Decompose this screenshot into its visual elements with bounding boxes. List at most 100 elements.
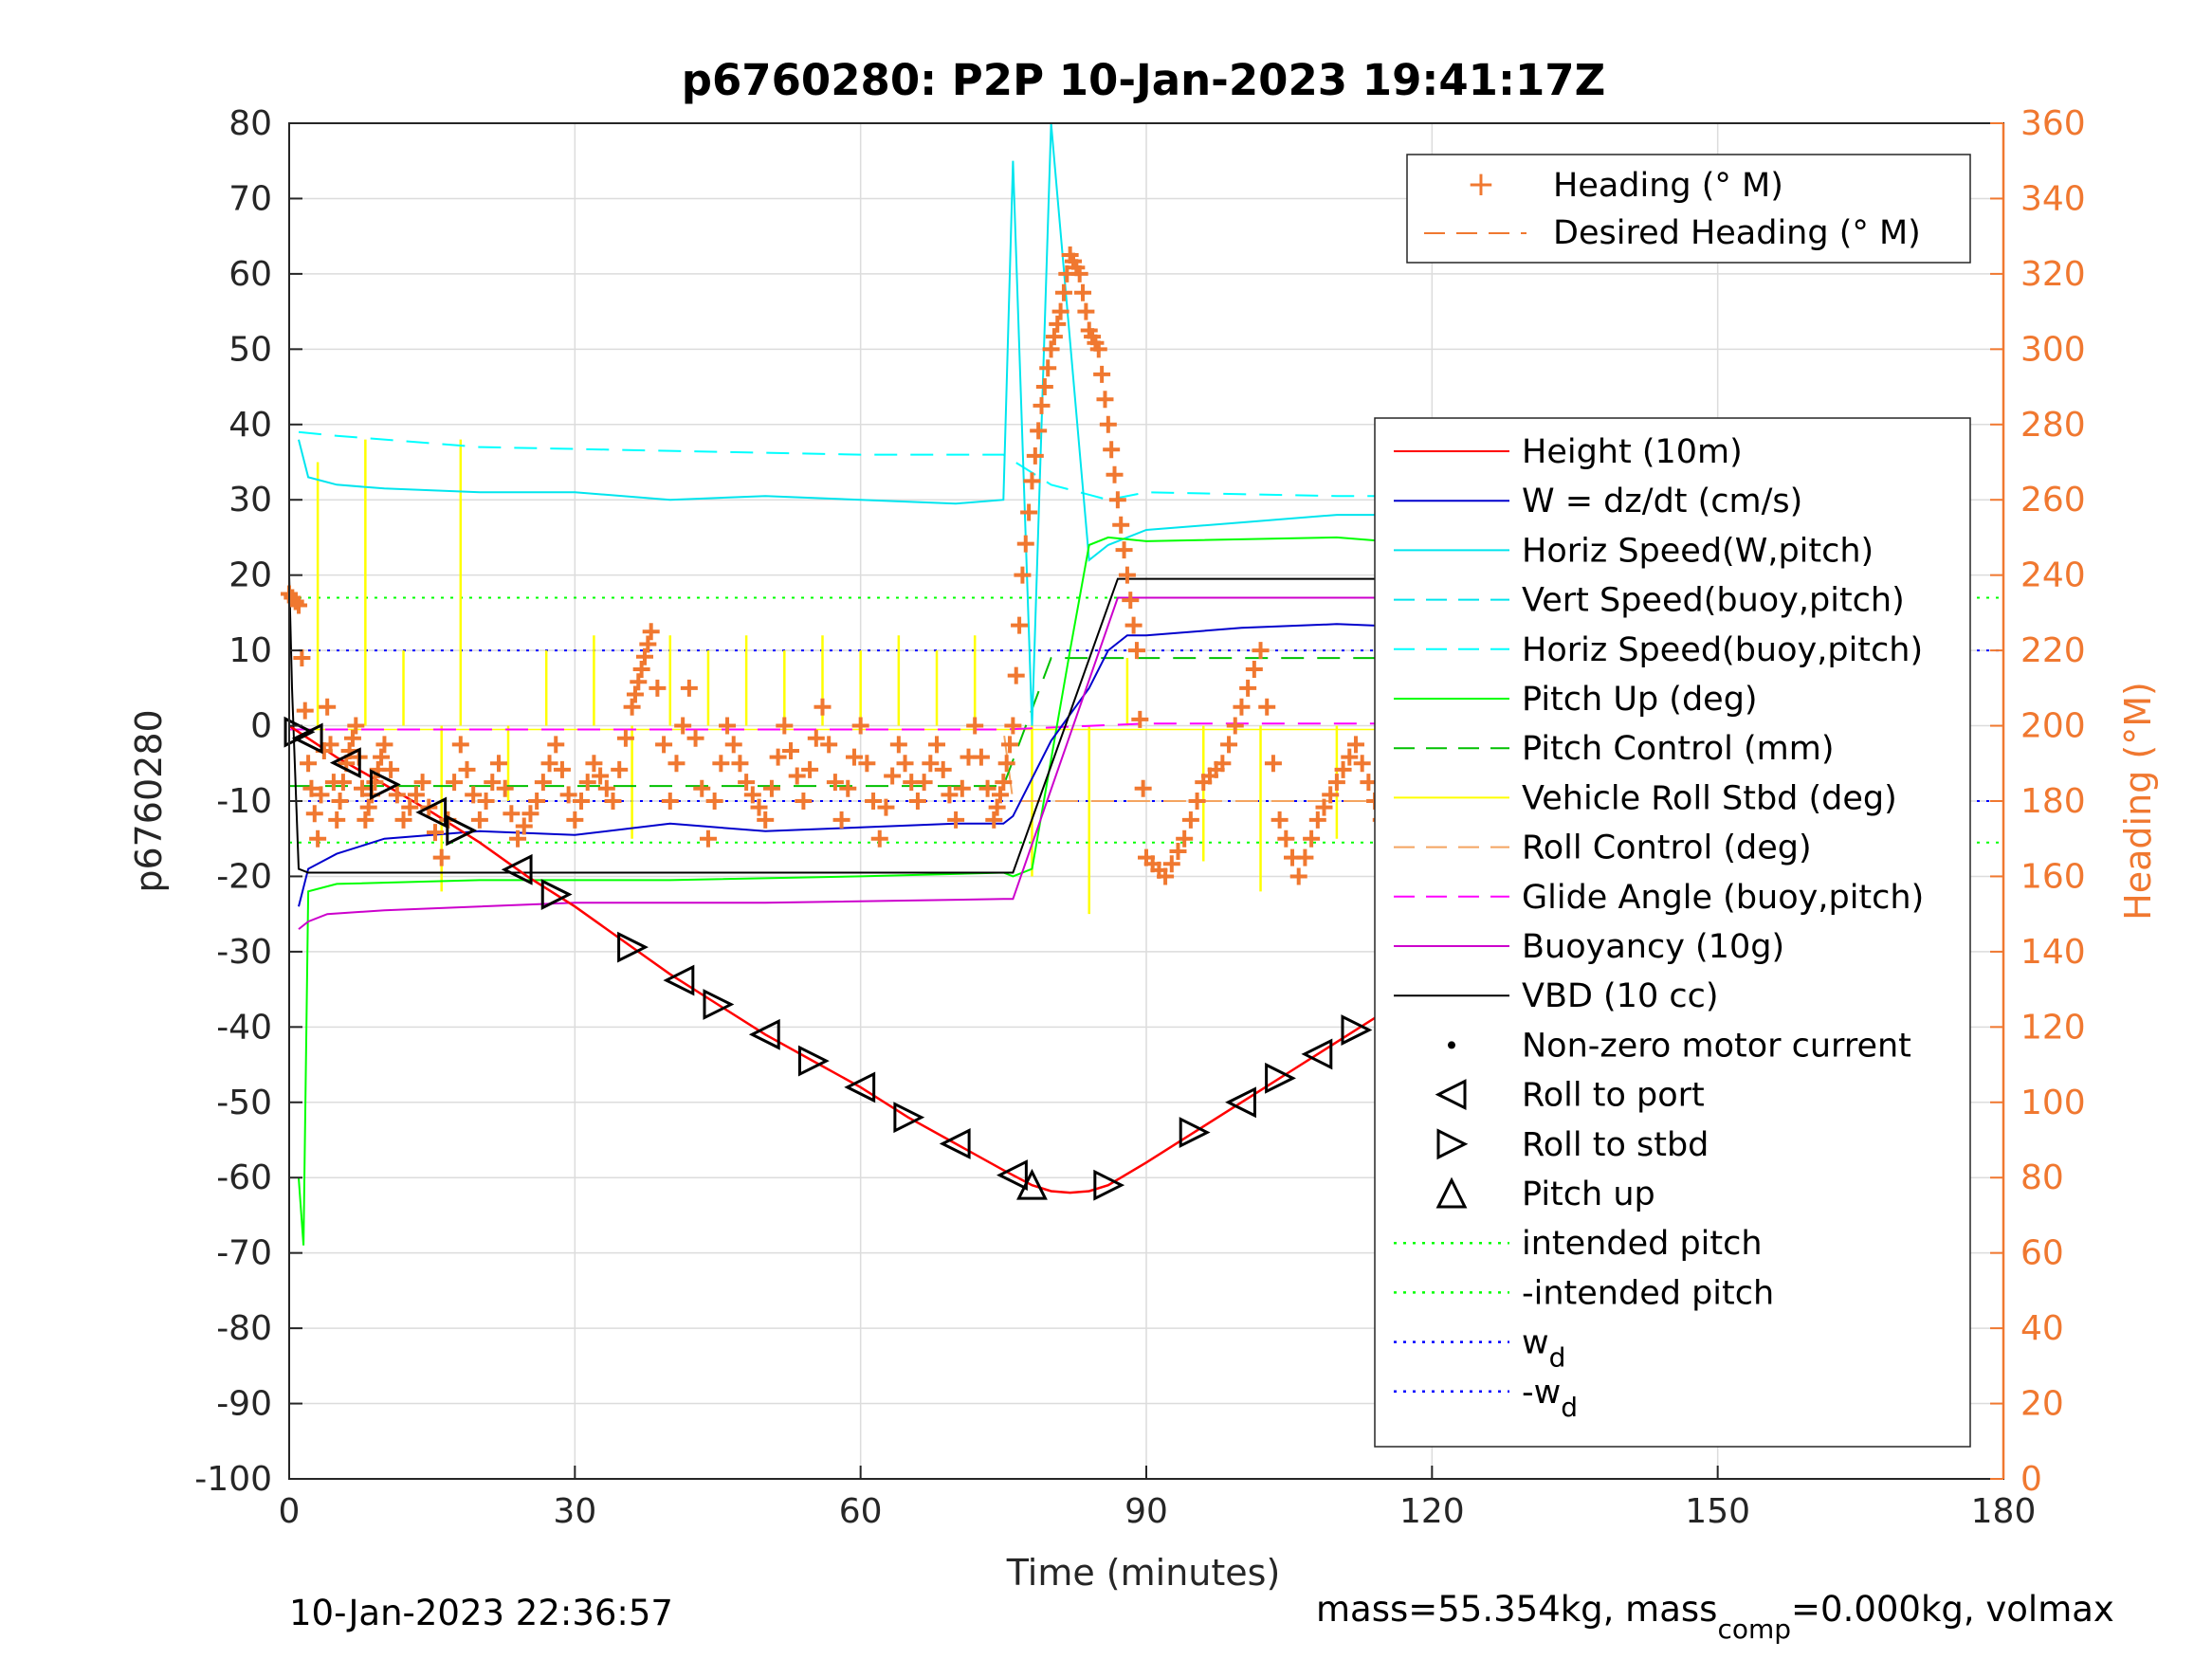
heading-marker (1353, 755, 1371, 773)
heading-marker (1035, 378, 1053, 396)
heading-marker (934, 760, 952, 778)
heading-marker (1122, 592, 1140, 610)
heading-marker (1004, 717, 1022, 735)
heading-marker (632, 660, 650, 678)
heading-marker (655, 736, 673, 754)
y-right-tick-label: 80 (2020, 1158, 2064, 1197)
heading-marker (623, 698, 641, 716)
heading-marker (446, 774, 464, 792)
heading-marker (366, 774, 384, 792)
heading-marker (626, 685, 644, 703)
heading-marker (1039, 359, 1057, 377)
heading-marker (1016, 535, 1034, 553)
roll-port-marker (748, 1018, 780, 1050)
roll-port-marker (939, 1128, 971, 1159)
heading-marker (1277, 830, 1295, 848)
heading-marker (762, 779, 780, 797)
heading-marker (1252, 642, 1270, 660)
heading-marker (1045, 328, 1063, 346)
heading-marker (432, 848, 450, 866)
heading-marker (592, 767, 610, 785)
roll-port-marker (501, 853, 533, 885)
heading-marker (712, 755, 730, 773)
heading-marker (674, 717, 692, 735)
heading-marker (788, 767, 806, 785)
heading-marker (290, 596, 308, 614)
heading-marker (997, 755, 1015, 773)
heading-marker (1226, 717, 1244, 735)
y-tick-label: 70 (229, 179, 272, 218)
heading-marker (769, 748, 787, 766)
heading-marker (343, 729, 361, 747)
legend-heading-marker: + (1467, 165, 1495, 204)
heading-marker (1112, 516, 1130, 534)
legend-item-16-label: intended pitch (1522, 1225, 1763, 1263)
legend-item-5-label-main: Pitch Up (deg) (1522, 681, 1758, 719)
heading-marker (928, 736, 946, 754)
legend-item-1-label-main: W = dz/dt (cm/s) (1522, 483, 1802, 520)
y-right-tick-label: 340 (2020, 179, 2086, 218)
heading-marker (611, 760, 629, 778)
heading-marker (693, 779, 711, 797)
heading-marker (782, 742, 800, 760)
y-right-tick-label: 180 (2020, 782, 2086, 821)
heading-marker (1220, 736, 1238, 754)
legend-item-19-label: -wd (1522, 1374, 1578, 1423)
heading-marker (1007, 666, 1025, 684)
heading-marker (573, 793, 591, 810)
heading-marker (1118, 566, 1136, 584)
heading-marker (953, 779, 971, 797)
legend-item-5-label: Pitch Up (deg) (1522, 681, 1758, 719)
y-tick-label: 40 (229, 406, 272, 445)
heading-marker (521, 805, 539, 823)
heading-marker (839, 779, 857, 797)
heading-marker (293, 649, 311, 667)
roll-port-marker (996, 1159, 1028, 1191)
legend-item-7-label-main: Vehicle Roll Stbd (deg) (1522, 779, 1897, 817)
legend-item-17-label-main: -intended pitch (1522, 1274, 1774, 1312)
heading-marker (604, 793, 622, 810)
heading-marker (1115, 541, 1133, 559)
y-tick-label: -20 (216, 857, 272, 896)
heading-marker (795, 793, 813, 810)
heading-marker (388, 786, 406, 804)
heading-marker (1124, 616, 1143, 634)
legend-item-13-swatch (1435, 1079, 1467, 1111)
y-right-tick-label: 20 (2020, 1385, 2064, 1424)
heading-marker (724, 736, 742, 754)
heading-marker (1030, 422, 1048, 440)
heading-marker (509, 830, 527, 848)
heading-marker (750, 798, 768, 816)
heading-marker (908, 793, 926, 810)
heading-marker (757, 811, 775, 829)
heading-marker (686, 729, 704, 747)
legend-main: Height (10m) W = dz/dt (cm/s) Horiz Speed(… (1374, 417, 1971, 1448)
legend-item-2-label: Horiz Speed(W,pitch) (1522, 532, 1874, 570)
footer-mass-a: mass=55.354kg, mass (1316, 1589, 1717, 1630)
heading-marker (995, 774, 1013, 792)
footer-mass: mass=55.354kg, masscomp=0.000kg, volmax (1316, 1589, 2114, 1645)
heading-marker (1346, 736, 1364, 754)
legend-item-16-label-main: intended pitch (1522, 1225, 1763, 1263)
heading-marker (413, 774, 431, 792)
legend-item-0-label-main: Height (10m) (1522, 433, 1743, 471)
legend-item-18-label-sub: d (1549, 1342, 1566, 1374)
y-tick-label: 50 (229, 330, 272, 369)
legend-item-17-label: -intended pitch (1522, 1274, 1774, 1312)
heading-marker (915, 774, 933, 792)
legend-item-3-label-main: Vert Speed(buoy,pitch) (1522, 582, 1905, 620)
legend-item-6-label: Pitch Control (mm) (1522, 730, 1834, 768)
heading-marker (776, 717, 794, 735)
heading-marker (865, 793, 883, 810)
heading-marker (1233, 698, 1251, 716)
heading-marker (966, 717, 984, 735)
heading-marker (302, 779, 320, 797)
heading-marker (578, 774, 596, 792)
heading-marker (1074, 283, 1092, 301)
y-axis-label: p6760280 (128, 709, 170, 892)
heading-marker (1099, 415, 1117, 433)
heading-marker (503, 805, 521, 823)
heading-marker (1322, 786, 1340, 804)
heading-marker (661, 793, 679, 810)
